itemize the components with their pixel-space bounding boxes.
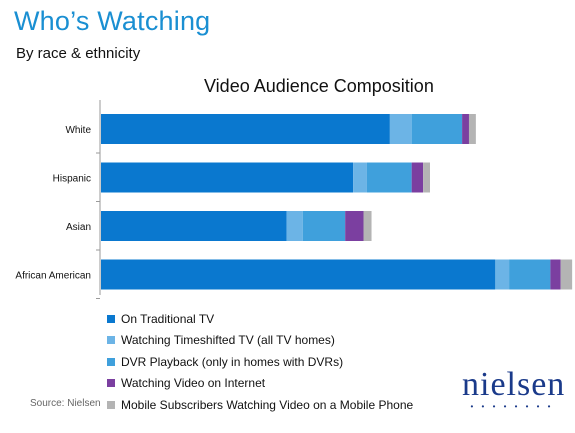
nielsen-logo: nielsen • • • • • • • • <box>462 366 566 412</box>
bar-segment <box>468 114 476 144</box>
legend-swatch <box>107 400 115 409</box>
logo-dots: • • • • • • • • <box>470 402 554 411</box>
legend-item: Watching Video on Internet <box>107 373 413 395</box>
legend-swatch <box>107 314 115 323</box>
stacked-bar-chart: White Hispanic Asian African American <box>15 100 573 299</box>
category-label: Asian <box>66 222 91 233</box>
bar-segment <box>363 211 372 241</box>
legend-label: Watching Video on Internet <box>121 376 266 391</box>
bar-segment <box>101 114 390 144</box>
page-subtitle: By race & ethnicity <box>16 45 141 62</box>
category-label: White <box>65 125 91 136</box>
bar-segment <box>286 211 303 241</box>
bar-segment <box>366 162 412 193</box>
legend-item: Mobile Subscribers Watching Video on a M… <box>107 394 413 416</box>
bar-segment <box>353 162 367 193</box>
legend-swatch <box>107 357 115 366</box>
bar-segment <box>101 259 496 290</box>
legend-label: Mobile Subscribers Watching Video on a M… <box>121 397 414 412</box>
bar-segment <box>560 259 573 290</box>
legend-item: Watching Timeshifted TV (all TV homes) <box>107 330 413 352</box>
legend-swatch <box>107 379 115 388</box>
bar-segment <box>411 162 424 193</box>
legend-label: DVR Playback (only in homes with DVRs) <box>121 354 344 369</box>
bar-segment <box>389 114 412 144</box>
category-label: African American <box>15 271 91 282</box>
bar-segment <box>411 114 463 144</box>
category-label: Hispanic <box>53 174 91 185</box>
bar-segment <box>345 211 364 241</box>
bar-segment <box>495 259 510 290</box>
legend-label: Watching Timeshifted TV (all TV homes) <box>121 333 335 348</box>
legend-item: DVR Playback (only in homes with DVRs) <box>107 351 413 373</box>
bar-segment <box>423 162 430 193</box>
page-title: Who’s Watching <box>14 6 211 36</box>
legend-item: On Traditional TV <box>107 308 413 330</box>
source-note: Source: Nielsen <box>30 398 101 409</box>
legend-swatch <box>107 336 115 345</box>
chart-legend: On Traditional TV Watching Timeshifted TV… <box>107 308 413 416</box>
bar-segment <box>302 211 346 241</box>
bar-segment <box>101 162 354 193</box>
bar-segment <box>509 259 551 290</box>
bar-segment <box>462 114 469 144</box>
logo-wordmark: nielsen <box>462 366 566 403</box>
legend-label: On Traditional TV <box>121 311 215 326</box>
bar-segment <box>101 211 287 241</box>
chart-title: Video Audience Composition <box>204 76 434 96</box>
bar-segment <box>550 259 561 290</box>
